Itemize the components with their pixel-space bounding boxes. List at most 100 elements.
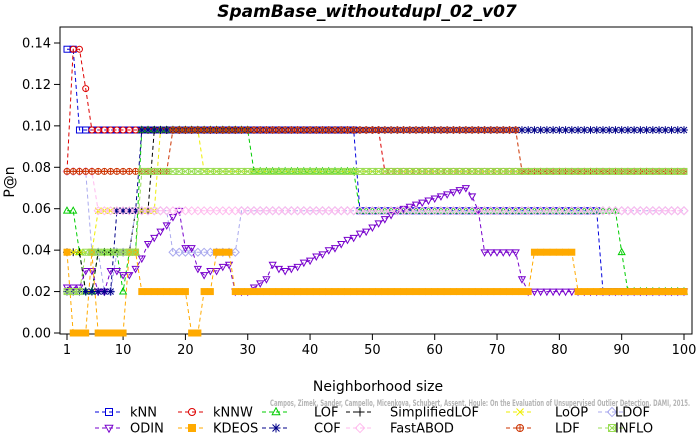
marker-square-filled bbox=[493, 288, 501, 296]
marker-square-x-cross bbox=[456, 168, 463, 175]
marker-square-filled bbox=[325, 288, 333, 296]
marker-square-x-cross bbox=[531, 168, 538, 175]
marker-circle-plus-cross bbox=[288, 127, 295, 133]
marker-square-filled bbox=[169, 288, 177, 296]
marker-asterisk bbox=[680, 126, 688, 134]
marker-diamond bbox=[517, 206, 527, 216]
marker-triangle-down bbox=[443, 191, 452, 199]
marker-triangle-up bbox=[536, 206, 545, 214]
marker-triangle-down bbox=[380, 216, 389, 224]
marker-asterisk bbox=[580, 126, 589, 134]
marker-square-x-cross bbox=[325, 168, 333, 175]
marker-diamond bbox=[654, 206, 664, 216]
marker-triangle-up bbox=[461, 206, 471, 214]
marker-square-filled bbox=[562, 248, 570, 256]
marker-square-filled bbox=[238, 288, 246, 296]
marker-square-filled bbox=[611, 288, 619, 296]
marker-diamond bbox=[606, 406, 618, 418]
marker-diamond bbox=[205, 247, 215, 257]
marker-circle-plus-cross bbox=[194, 127, 201, 133]
marker-triangle-down bbox=[424, 197, 433, 206]
marker-triangle-up bbox=[555, 206, 564, 214]
marker-diamond bbox=[498, 206, 508, 216]
marker-square-x-cross bbox=[481, 168, 488, 175]
marker-triangle-up bbox=[492, 206, 502, 214]
marker-asterisk bbox=[630, 126, 639, 134]
legend-label: ODIN bbox=[130, 422, 164, 435]
marker-triangle-down bbox=[150, 234, 159, 243]
marker-asterisk bbox=[518, 126, 526, 134]
marker-circle-plus-cross bbox=[475, 127, 482, 133]
marker-asterisk bbox=[144, 126, 152, 134]
marker-square-x-cross bbox=[150, 168, 158, 175]
marker-triangle-up bbox=[455, 206, 464, 214]
marker-asterisk bbox=[655, 126, 663, 134]
marker-square-x-cross bbox=[499, 168, 507, 175]
x-tick-label: 100 bbox=[672, 343, 697, 358]
marker-diamond bbox=[554, 206, 564, 216]
series-ldf bbox=[63, 126, 688, 175]
legend-item-ldf: LDF bbox=[506, 422, 580, 437]
marker-triangle-down bbox=[256, 280, 265, 288]
marker-triangle-up bbox=[405, 206, 414, 214]
marker-square-filled bbox=[418, 288, 426, 296]
marker-square-filled bbox=[150, 288, 158, 296]
series-line bbox=[67, 170, 684, 293]
marker-square-x-cross bbox=[556, 168, 563, 175]
marker-triangle-up bbox=[517, 206, 527, 214]
marker-diamond bbox=[536, 206, 546, 216]
marker-square-x-cross bbox=[487, 168, 495, 175]
marker-diamond bbox=[211, 206, 222, 216]
marker-triangle-down bbox=[530, 288, 539, 297]
marker-plus bbox=[355, 407, 365, 417]
marker-square-filled bbox=[549, 248, 557, 256]
marker-circle-plus-cross bbox=[282, 127, 289, 133]
series-layer bbox=[62, 45, 689, 337]
marker-square-filled bbox=[674, 288, 682, 296]
marker-square-filled bbox=[387, 288, 395, 296]
watermark: Campos, Zimek, Sander, Campello, Micenko… bbox=[270, 399, 690, 409]
marker-circle-plus-cross bbox=[344, 127, 351, 133]
marker-square-filled bbox=[107, 329, 115, 337]
marker-square-x-cross bbox=[182, 168, 189, 175]
marker-diamond bbox=[448, 206, 459, 216]
marker-circle-plus-cross bbox=[132, 168, 139, 175]
marker-square-x-cross bbox=[668, 168, 675, 175]
marker-triangle-down bbox=[104, 424, 114, 434]
marker-square-filled bbox=[474, 288, 482, 296]
marker-square-x-cross bbox=[356, 168, 364, 175]
marker-triangle-down bbox=[69, 284, 78, 293]
legend-item-cof: COF bbox=[262, 422, 341, 437]
marker-square-x-cross bbox=[256, 168, 264, 175]
marker-square-x bbox=[75, 288, 83, 296]
marker-diamond bbox=[380, 206, 390, 216]
marker-triangle-up bbox=[467, 206, 477, 214]
marker-square-x-cross bbox=[593, 168, 601, 175]
marker-triangle-up bbox=[424, 206, 433, 214]
marker-triangle-down bbox=[461, 185, 471, 193]
marker-triangle-up bbox=[362, 206, 371, 214]
marker-square-filled bbox=[188, 424, 196, 432]
y-tick-label: 0.02 bbox=[22, 285, 51, 300]
marker-triangle-up bbox=[287, 166, 296, 175]
legend-item-kdeos: KDEOS bbox=[178, 422, 258, 437]
marker-triangle-down bbox=[324, 247, 333, 255]
marker-square-x-cross bbox=[76, 288, 83, 295]
marker-asterisk bbox=[536, 126, 545, 134]
x-tick-label: 90 bbox=[613, 343, 630, 358]
marker-asterisk bbox=[94, 287, 103, 296]
marker-square-x-cross bbox=[312, 168, 320, 175]
marker-circle-plus-cross bbox=[82, 168, 89, 175]
marker-triangle-up bbox=[374, 206, 383, 214]
legend-item-knnw: kNNW bbox=[178, 406, 253, 421]
marker-square-x-cross bbox=[306, 168, 314, 175]
marker-triangle-down bbox=[499, 249, 508, 257]
marker-square-filled bbox=[530, 248, 538, 256]
marker-triangle-up bbox=[355, 206, 365, 214]
marker-triangle-up bbox=[380, 206, 389, 214]
marker-square-x-cross bbox=[406, 168, 414, 175]
marker-diamond bbox=[529, 206, 540, 216]
marker-circle bbox=[82, 85, 90, 93]
marker-diamond bbox=[149, 206, 159, 216]
